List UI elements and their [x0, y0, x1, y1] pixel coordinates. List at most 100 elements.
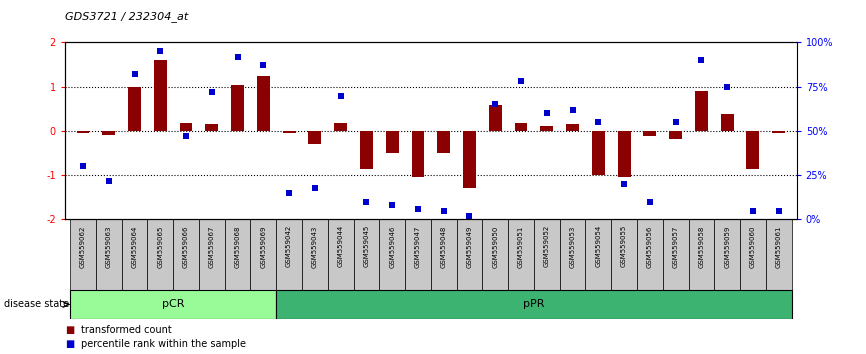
Point	[695, 57, 708, 63]
Text: GSM559043: GSM559043	[312, 225, 318, 268]
Bar	[508, 219, 534, 290]
Bar	[147, 219, 173, 290]
Bar	[257, 76, 270, 131]
Point	[359, 199, 373, 205]
Point	[102, 178, 116, 183]
Bar	[334, 123, 347, 131]
Text: GSM559042: GSM559042	[286, 225, 292, 267]
Text: pPR: pPR	[523, 299, 545, 309]
Text: GSM559066: GSM559066	[183, 225, 189, 268]
Bar	[695, 91, 708, 131]
Bar	[463, 131, 476, 188]
Text: percentile rank within the sample: percentile rank within the sample	[81, 339, 246, 349]
Text: GSM559049: GSM559049	[467, 225, 473, 268]
Point	[591, 119, 605, 125]
Text: GSM559048: GSM559048	[441, 225, 447, 268]
Bar	[662, 219, 688, 290]
Point	[282, 190, 296, 196]
Point	[488, 102, 502, 107]
Point	[462, 213, 476, 219]
Bar	[746, 131, 759, 169]
Bar	[534, 219, 559, 290]
Bar	[96, 219, 121, 290]
Bar	[276, 219, 302, 290]
Text: GSM559050: GSM559050	[492, 225, 498, 268]
Bar	[128, 87, 141, 131]
Bar	[669, 131, 682, 139]
Text: disease state: disease state	[4, 299, 69, 309]
Bar	[173, 219, 199, 290]
Point	[256, 63, 270, 68]
Text: GSM559065: GSM559065	[158, 225, 164, 268]
Bar	[772, 131, 785, 133]
Point	[179, 133, 193, 139]
Point	[333, 93, 347, 98]
Text: GSM559069: GSM559069	[261, 225, 267, 268]
Point	[153, 48, 167, 54]
Text: GSM559058: GSM559058	[698, 225, 704, 268]
Text: GSM559051: GSM559051	[518, 225, 524, 268]
Bar	[102, 131, 115, 136]
Text: GSM559064: GSM559064	[132, 225, 138, 268]
Bar	[488, 105, 501, 131]
Bar	[540, 126, 553, 131]
Point	[385, 202, 399, 208]
Point	[514, 79, 528, 84]
Bar	[379, 219, 405, 290]
Bar	[643, 131, 656, 136]
Bar	[559, 219, 585, 290]
Bar	[276, 290, 792, 319]
Point	[617, 181, 631, 187]
Bar	[224, 219, 250, 290]
Bar	[327, 219, 353, 290]
Text: GSM559044: GSM559044	[338, 225, 344, 267]
Text: GSM559057: GSM559057	[673, 225, 679, 268]
Bar	[353, 219, 379, 290]
Bar	[766, 219, 792, 290]
Bar	[611, 219, 637, 290]
Bar	[76, 131, 89, 133]
Bar	[199, 219, 224, 290]
Bar	[405, 219, 431, 290]
Text: GSM559061: GSM559061	[776, 225, 782, 268]
Bar	[360, 131, 373, 169]
Text: pCR: pCR	[162, 299, 184, 309]
Text: GSM559046: GSM559046	[389, 225, 395, 268]
Point	[230, 54, 244, 59]
Bar	[591, 131, 604, 175]
Bar	[740, 219, 766, 290]
Bar	[231, 85, 244, 131]
Bar	[250, 219, 276, 290]
Text: GSM559059: GSM559059	[724, 225, 730, 268]
Text: GSM559047: GSM559047	[415, 225, 421, 268]
Bar	[456, 219, 482, 290]
Point	[540, 110, 553, 116]
Text: GSM559053: GSM559053	[570, 225, 576, 268]
Text: GSM559062: GSM559062	[80, 225, 86, 268]
Bar	[411, 131, 424, 177]
Bar	[482, 219, 508, 290]
Text: GSM559055: GSM559055	[621, 225, 627, 267]
Bar	[308, 131, 321, 144]
Point	[721, 84, 734, 90]
Point	[76, 164, 90, 169]
Text: GSM559067: GSM559067	[209, 225, 215, 268]
Bar	[385, 131, 398, 153]
Bar	[514, 123, 527, 131]
Text: GSM559060: GSM559060	[750, 225, 756, 268]
Text: ■: ■	[65, 339, 74, 349]
Text: GSM559056: GSM559056	[647, 225, 653, 268]
Bar	[179, 123, 192, 131]
Bar	[70, 219, 96, 290]
Bar	[688, 219, 714, 290]
Text: GSM559052: GSM559052	[544, 225, 550, 267]
Text: transformed count: transformed count	[81, 325, 171, 335]
Point	[669, 119, 682, 125]
Text: GSM559063: GSM559063	[106, 225, 112, 268]
Bar	[70, 290, 276, 319]
Bar	[617, 131, 630, 177]
Bar	[714, 219, 740, 290]
Point	[127, 72, 141, 77]
Point	[643, 199, 656, 205]
Point	[436, 208, 450, 213]
